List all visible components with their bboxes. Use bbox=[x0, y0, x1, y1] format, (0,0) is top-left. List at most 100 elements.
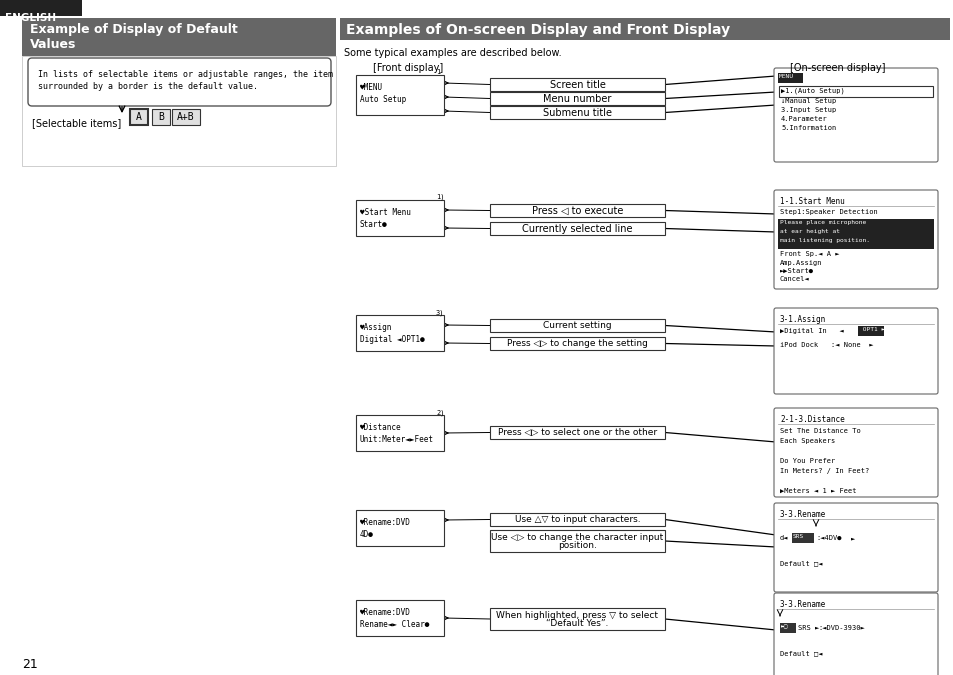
Text: Remote
Control: Remote Control bbox=[4, 372, 14, 396]
Text: Menu number: Menu number bbox=[543, 94, 611, 103]
Text: 1: 1 bbox=[436, 69, 439, 75]
Text: ►▢: ►▢ bbox=[781, 624, 788, 629]
Bar bbox=[355, 415, 443, 451]
Text: Information: Information bbox=[7, 526, 11, 562]
Bar bbox=[490, 530, 664, 552]
Bar bbox=[355, 315, 443, 351]
Bar bbox=[779, 86, 932, 97]
Text: Default □◄: Default □◄ bbox=[780, 560, 821, 566]
Text: 2): 2) bbox=[436, 409, 444, 416]
Bar bbox=[355, 200, 443, 236]
Bar bbox=[172, 109, 200, 125]
Text: 4D●: 4D● bbox=[359, 530, 374, 539]
Bar bbox=[490, 513, 664, 526]
Bar bbox=[22, 18, 335, 56]
Bar bbox=[22, 56, 335, 166]
Text: Rename◄► Clear●: Rename◄► Clear● bbox=[359, 620, 429, 629]
FancyBboxPatch shape bbox=[773, 408, 937, 497]
Text: Getting
Started: Getting Started bbox=[4, 56, 14, 79]
Bar bbox=[0, 20, 18, 115]
Text: 5.Information: 5.Information bbox=[781, 125, 836, 131]
Text: Connections: Connections bbox=[7, 132, 11, 171]
Text: SRS ►: SRS ► bbox=[797, 625, 819, 631]
Text: Digital ◄OPT1●: Digital ◄OPT1● bbox=[359, 335, 424, 344]
Bar bbox=[490, 204, 664, 217]
Text: [On-screen display]: [On-screen display] bbox=[789, 63, 884, 73]
FancyBboxPatch shape bbox=[773, 503, 937, 592]
Text: Trouble-
shooting: Trouble- shooting bbox=[4, 605, 14, 632]
Text: ▶Digital In   ◄: ▶Digital In ◄ bbox=[780, 328, 847, 334]
Bar bbox=[791, 533, 813, 543]
Bar bbox=[0, 508, 18, 580]
Text: Set The Distance To: Set The Distance To bbox=[780, 428, 860, 434]
Bar bbox=[490, 222, 664, 235]
Text: ▶Meters ◄ 1 ► Feet: ▶Meters ◄ 1 ► Feet bbox=[780, 488, 856, 494]
Text: Unit:Meter◄►Feet: Unit:Meter◄►Feet bbox=[359, 435, 434, 444]
FancyBboxPatch shape bbox=[773, 593, 937, 675]
Text: main listening position.: main listening position. bbox=[780, 238, 869, 243]
Text: ↓Manual Setup: ↓Manual Setup bbox=[781, 98, 836, 104]
Text: surrounded by a border is the default value.: surrounded by a border is the default va… bbox=[38, 82, 257, 91]
Text: Setup: Setup bbox=[7, 213, 11, 231]
Text: [Front display]: [Front display] bbox=[373, 63, 443, 73]
Bar bbox=[780, 623, 795, 633]
Text: position.: position. bbox=[558, 541, 597, 551]
Bar bbox=[490, 337, 664, 350]
Text: Example of Display of Default
Values: Example of Display of Default Values bbox=[30, 22, 237, 51]
Text: d◄: d◄ bbox=[780, 535, 788, 541]
Text: ►: ► bbox=[850, 535, 854, 541]
Bar bbox=[0, 338, 18, 430]
FancyBboxPatch shape bbox=[28, 58, 331, 106]
Text: Press ◁▷ to change the setting: Press ◁▷ to change the setting bbox=[507, 339, 647, 348]
Text: ♥Rename:DVD: ♥Rename:DVD bbox=[359, 518, 411, 527]
Text: SRS: SRS bbox=[792, 534, 803, 539]
Text: ♥Distance: ♥Distance bbox=[359, 423, 401, 432]
Bar bbox=[130, 109, 148, 125]
Bar bbox=[857, 326, 883, 336]
Text: Current setting: Current setting bbox=[542, 321, 611, 330]
Text: iPod Dock   :◄ None  ►: iPod Dock :◄ None ► bbox=[780, 342, 873, 348]
Text: A: A bbox=[136, 112, 142, 122]
Bar bbox=[490, 92, 664, 105]
Text: Amp.Assign: Amp.Assign bbox=[780, 260, 821, 266]
Text: 2-1-3.Distance: 2-1-3.Distance bbox=[780, 415, 843, 424]
Text: Use ◁▷ to change the character input: Use ◁▷ to change the character input bbox=[491, 533, 663, 541]
Bar bbox=[0, 258, 18, 335]
Text: In Meters? / In Feet?: In Meters? / In Feet? bbox=[780, 468, 868, 474]
Bar bbox=[778, 73, 802, 83]
Text: Start●: Start● bbox=[359, 220, 387, 229]
Bar bbox=[490, 426, 664, 439]
Text: Front Sp.◄ A ►: Front Sp.◄ A ► bbox=[780, 251, 839, 257]
Text: Examples of On-screen Display and Front Display: Examples of On-screen Display and Front … bbox=[346, 23, 729, 37]
Text: [Selectable items]: [Selectable items] bbox=[32, 118, 121, 128]
Text: B: B bbox=[158, 112, 164, 122]
FancyBboxPatch shape bbox=[773, 68, 937, 162]
Text: ▶1.(Auto Setup): ▶1.(Auto Setup) bbox=[781, 87, 843, 94]
Text: at ear height at: at ear height at bbox=[780, 229, 840, 234]
Bar bbox=[0, 583, 18, 655]
Text: Some typical examples are described below.: Some typical examples are described belo… bbox=[344, 48, 561, 58]
Text: Press ◁▷ to select one or the other: Press ◁▷ to select one or the other bbox=[497, 428, 657, 437]
Text: 3-1.Assign: 3-1.Assign bbox=[780, 315, 825, 324]
Text: Cancel◄: Cancel◄ bbox=[780, 276, 809, 282]
Text: 4.Parameter: 4.Parameter bbox=[781, 116, 827, 122]
Text: ♥Start Menu: ♥Start Menu bbox=[359, 208, 411, 217]
Bar bbox=[152, 109, 170, 125]
Bar bbox=[355, 600, 443, 636]
Text: A+B: A+B bbox=[177, 112, 194, 122]
Bar bbox=[0, 118, 18, 185]
Bar bbox=[339, 18, 949, 40]
Bar bbox=[490, 319, 664, 332]
Text: Currently selected line: Currently selected line bbox=[521, 223, 632, 234]
Text: 21: 21 bbox=[22, 658, 38, 671]
Bar bbox=[0, 188, 18, 255]
Text: In lists of selectable items or adjustable ranges, the item: In lists of selectable items or adjustab… bbox=[38, 70, 333, 79]
Text: ♥Assign: ♥Assign bbox=[359, 323, 392, 332]
Text: Multi-Zone: Multi-Zone bbox=[7, 452, 11, 486]
Text: ENGLISH: ENGLISH bbox=[5, 13, 56, 23]
Text: Please place microphone: Please place microphone bbox=[780, 220, 865, 225]
Text: 3.Input Setup: 3.Input Setup bbox=[781, 107, 836, 113]
Text: 3-3.Rename: 3-3.Rename bbox=[780, 510, 825, 519]
Bar bbox=[490, 106, 664, 119]
FancyBboxPatch shape bbox=[773, 190, 937, 289]
